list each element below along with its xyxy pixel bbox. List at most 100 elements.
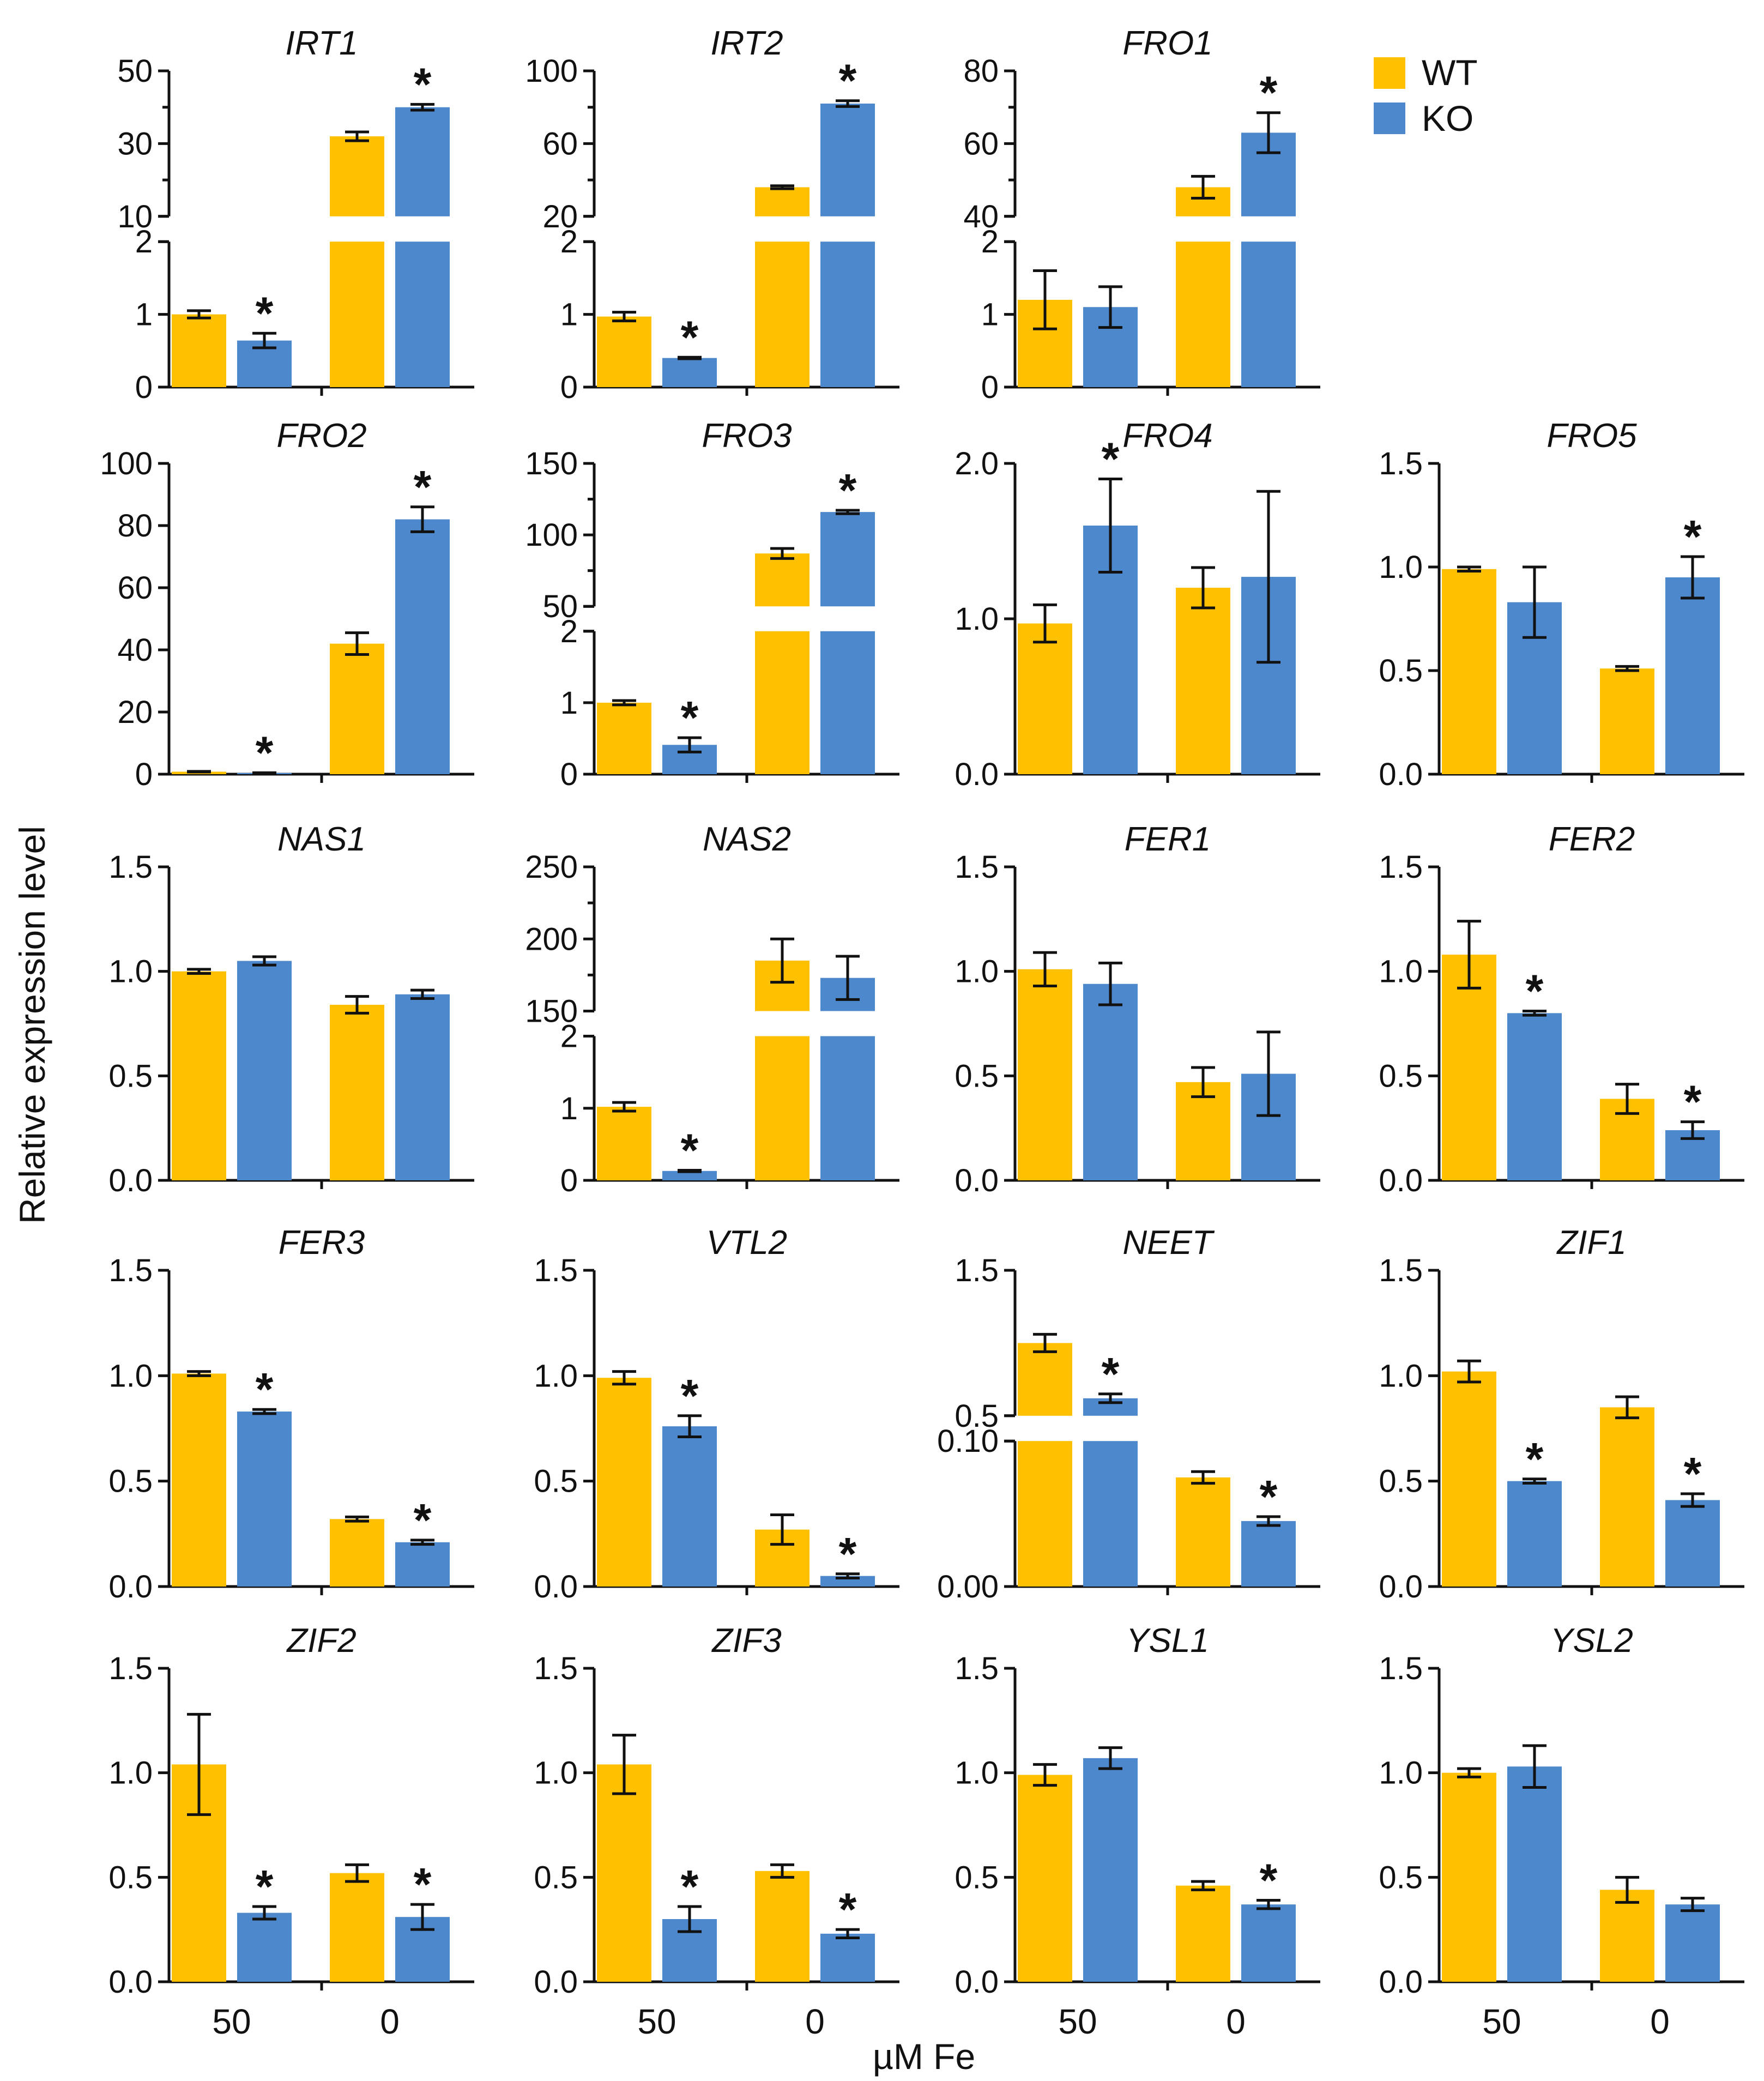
significance-star: * [256,287,274,339]
panel-fro1: FRO1 0 1 240 60 80 * [963,25,1320,405]
y-tick-label: 1.0 [955,954,999,990]
y-tick-label: 0 [135,757,153,792]
bar-ko-0 [820,512,875,607]
bar-ko-50 [1083,984,1138,1180]
y-tick-label: 1.5 [1379,1651,1423,1686]
panel-title: YSL1 [1126,1622,1209,1660]
panel-title: FER1 [1125,821,1211,858]
bar-wt-50 [597,1764,651,1982]
panel-title: ZIF1 [1556,1224,1626,1262]
y-tick-label: 1.5 [955,1253,999,1288]
bar-wt-50 [172,1373,226,1587]
bar-ko-50 [662,1426,717,1587]
y-tick-label: 1.5 [108,849,153,885]
x-tick-label: 0 [805,2002,825,2041]
bar-ko-50 [1507,1481,1562,1587]
significance-star: * [1102,433,1120,485]
bar-wt-0 [330,136,384,216]
panel-title: ZIF3 [711,1622,781,1660]
bar-wt-0 [1600,1407,1654,1587]
bar-ko-50 [237,1412,292,1587]
bar-ko-50-lower [1083,1441,1138,1587]
significance-star: * [1684,1448,1702,1499]
y-tick-label: 1.5 [1379,446,1423,481]
bar-wt-0 [755,1871,809,1982]
y-tick-label: 1.0 [534,1756,578,1791]
panel-zif2: ZIF2 0.0 0.5 1.0 1.5 * * 50 0 [108,1622,474,2041]
x-tick-label: 0 [1226,2002,1246,2041]
y-tick-label: 0.0 [108,1163,153,1198]
significance-star: * [681,311,699,363]
y-tick-label: 1.5 [955,1651,999,1686]
significance-star: * [414,461,432,512]
bar-ko-0 [820,104,875,216]
y-tick-label: 0.5 [1379,1860,1423,1895]
y-tick-label: 30 [117,126,153,161]
y-tick-label: 0.5 [955,1398,999,1434]
bar-wt-0 [1176,1477,1230,1587]
y-tick-label: 0 [560,1163,578,1198]
panel-fer2: FER2 0.0 0.5 1.0 1.5 * * [1379,821,1744,1198]
bar-ko-0 [820,1576,875,1587]
legend-swatch-wt [1374,57,1405,89]
y-tick-label: 0.5 [955,1860,999,1895]
y-tick-label: 0.0 [1379,1569,1423,1605]
y-tick-label: 1.0 [1379,954,1423,990]
y-tick-label: 1 [560,685,578,721]
bar-ko-50 [237,961,292,1180]
panel-title: IRT1 [285,25,358,62]
y-tick-label: 1.5 [955,849,999,885]
bar-wt-50 [1442,955,1496,1180]
bar-wt-0 [1600,668,1654,774]
y-tick-label: 20 [542,199,578,234]
panel-title: NEET [1122,1224,1215,1262]
bar-wt-50 [1442,1772,1496,1982]
panel-fro3: FRO3 0 1 250 100 150 * * [525,417,899,792]
y-tick-label: 1.5 [1379,1253,1423,1288]
panel-fro5: FRO5 0.0 0.5 1.0 1.5 * [1379,417,1744,792]
panel-fer3: FER3 0.0 0.5 1.0 1.5 * * [108,1224,474,1605]
significance-star: * [256,1861,274,1912]
y-tick-label: 100 [525,517,578,553]
y-tick-label: 1.5 [534,1651,578,1686]
bar-wt-0 [755,187,809,216]
y-tick-label: 250 [525,849,578,885]
panel-title: FRO1 [1122,25,1212,62]
y-tick-label: 1 [560,1091,578,1126]
panel-neet: NEET 0.00 0.100.5 1.5 * * [937,1224,1320,1605]
panel-zif3: ZIF3 0.0 0.5 1.0 1.5 * * 50 0 [534,1622,899,2041]
significance-star: * [839,1528,857,1579]
significance-star: * [839,1884,857,1935]
y-tick-label: 0 [560,370,578,405]
legend-swatch-ko [1374,102,1405,134]
panel-title: YSL2 [1550,1622,1633,1660]
significance-star: * [1526,966,1544,1017]
panel-title: FRO4 [1122,417,1212,455]
bar-wt-50 [1442,1371,1496,1587]
y-tick-label: 60 [542,126,578,161]
panel-fro2: FRO2 0 20 40 60 80 100 * * [100,417,474,792]
y-tick-label: 0 [560,757,578,792]
x-tick-label: 0 [380,2002,400,2041]
y-tick-label: 0.5 [1379,653,1423,689]
panel-title: FER2 [1549,821,1635,858]
bar-wt-0 [1176,588,1230,774]
panel-title: FRO5 [1546,417,1637,455]
y-tick-label: 1.0 [1379,1358,1423,1394]
y-tick-label: 0.5 [1379,1464,1423,1499]
legend-label-ko: KO [1422,98,1473,138]
panel-zif1: ZIF1 0.0 0.5 1.0 1.5 * * [1379,1224,1744,1605]
panel-ysl2: YSL2 0.0 0.5 1.0 1.5 50 0 [1379,1622,1744,2041]
y-tick-label: 60 [117,570,153,606]
bar-wt-50-lower [1018,1441,1072,1587]
y-tick-label: 60 [963,126,999,161]
y-tick-label: 1.0 [534,1358,578,1394]
y-tick-label: 2.0 [955,446,999,481]
bar-ko-0 [1241,1521,1296,1587]
y-tick-label: 0.00 [937,1569,999,1605]
panel-irt2: IRT2 0 1 220 60 100 * * [525,25,899,405]
y-tick-label: 1.0 [108,1358,153,1394]
bar-wt-0-lower [755,1036,809,1180]
panel-ysl1: YSL1 0.0 0.5 1.0 1.5 * 50 0 [955,1622,1320,2041]
